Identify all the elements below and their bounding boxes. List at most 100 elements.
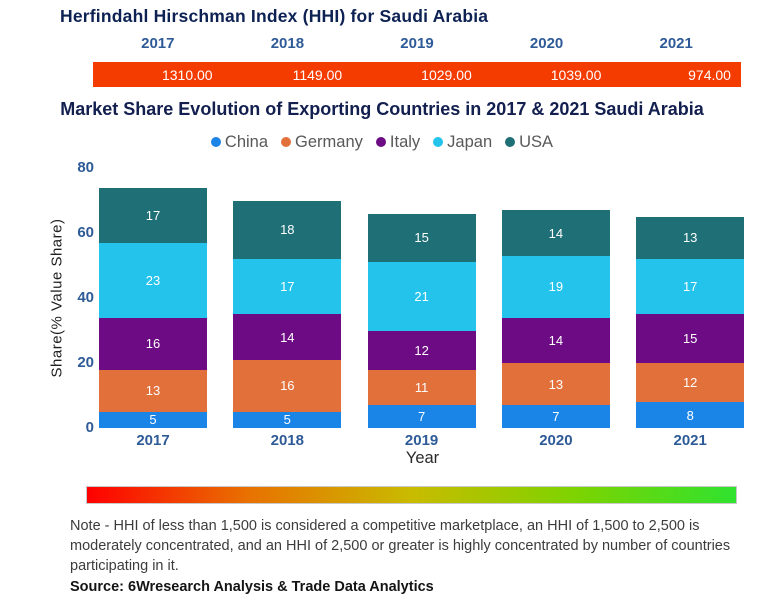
bar-segment-china: 7	[501, 405, 610, 428]
x-tick-label: 2020	[539, 432, 573, 449]
bar-segment-germany: 13	[99, 369, 207, 412]
bar-segment-value: 17	[280, 279, 295, 295]
bar-segment-value: 12	[414, 342, 429, 358]
bar-segment-value: 16	[280, 378, 295, 394]
bar-segment-china: 5	[233, 411, 342, 428]
bar-segment-value: 15	[682, 331, 698, 347]
bar-segment-value: 14	[548, 225, 564, 241]
bar-segment-value: 5	[283, 412, 291, 428]
legend-item-germany: Germany	[281, 133, 363, 152]
stacked-bar-2020: 14 19 14 13 7	[501, 210, 610, 428]
hhi-year-cell: 2019	[400, 35, 434, 52]
bar-segment-value: 7	[552, 409, 560, 425]
y-tick-label: 60	[77, 224, 94, 241]
bar-segment-germany: 12	[636, 363, 745, 402]
bar-segment-japan: 21	[367, 262, 476, 331]
legend-label: USA	[519, 132, 554, 151]
bar-segment-italy: 16	[99, 317, 207, 370]
hhi-year-header-row: 2017 2018 2019 2020 2021	[93, 35, 741, 55]
bar-segment-value: 11	[414, 379, 429, 395]
bar-segment-italy: 12	[367, 330, 476, 370]
legend-swatch-icon	[281, 137, 292, 147]
bar-segment-value: 14	[280, 329, 295, 345]
stacked-bar-2021: 13 17 15 12 8	[636, 216, 745, 428]
bar-segment-italy: 14	[233, 314, 342, 360]
hhi-value-cell: 1039.00	[550, 66, 602, 83]
y-tick-label: 80	[77, 159, 94, 176]
chart-legend: China Germany Italy Japan USA	[0, 131, 764, 153]
bar-segment-value: 13	[548, 376, 564, 392]
bar-segment-china: 5	[99, 411, 207, 428]
legend-swatch-icon	[505, 137, 516, 147]
bar-segment-value: 5	[149, 412, 157, 428]
legend-label: Japan	[447, 132, 493, 151]
bar-segment-value: 18	[280, 222, 295, 238]
bar-segment-value: 7	[417, 409, 426, 425]
legend-swatch-icon	[210, 137, 221, 147]
y-tick-label: 0	[85, 419, 94, 436]
x-axis-title: Year	[405, 449, 440, 467]
legend-item-italy: Italy	[375, 132, 421, 152]
legend-item-japan: Japan	[433, 133, 492, 152]
bar-segment-usa: 15	[367, 213, 476, 263]
bar-segment-usa: 13	[636, 216, 745, 259]
stacked-bar-2017: 17 23 16 13 5	[99, 187, 207, 428]
bar-segment-usa: 17	[99, 187, 207, 243]
stacked-bar-2018: 18 17 14 16 5	[233, 200, 342, 428]
legend-label: China	[224, 132, 269, 151]
bar-segment-value: 15	[414, 230, 429, 246]
x-tick-label: 2019	[404, 432, 439, 449]
x-tick-label: 2018	[270, 432, 304, 449]
hhi-value-cell: 974.00	[688, 66, 731, 83]
legend-label: Italy	[389, 132, 421, 151]
stacked-bar-2019: 15 21 12 11 7	[367, 213, 476, 428]
legend-swatch-icon	[375, 137, 386, 147]
bar-segment-value: 12	[682, 375, 698, 390]
hhi-value-cell: 1310.00	[161, 66, 213, 83]
note-text: Note - HHI of less than 1,500 is conside…	[70, 518, 731, 574]
note-block: Note - HHI of less than 1,500 is conside…	[70, 516, 746, 597]
x-tick-label: 2021	[673, 432, 707, 449]
y-tick-label: 20	[77, 354, 94, 371]
bar-segment-china: 8	[636, 402, 745, 428]
bar-segment-usa: 18	[233, 200, 342, 259]
bar-segment-italy: 15	[636, 314, 745, 363]
bar-segment-value: 17	[145, 207, 161, 223]
bar-segment-value: 19	[548, 279, 564, 295]
hhi-year-cell: 2018	[270, 35, 305, 52]
bar-segment-value: 17	[682, 279, 698, 295]
legend-swatch-icon	[433, 137, 444, 147]
hhi-value-cell: 1029.00	[421, 66, 472, 83]
bar-segment-japan: 17	[636, 259, 745, 315]
bar-segment-value: 21	[414, 288, 429, 304]
hhi-title: Herfindahl Hirschman Index (HHI) for Sau…	[60, 6, 489, 26]
hhi-year-cell: 2020	[529, 35, 564, 52]
legend-item-usa: USA	[505, 133, 553, 152]
bar-segment-china: 7	[367, 405, 476, 428]
bar-segment-value: 16	[145, 336, 161, 351]
bar-segment-value: 14	[548, 332, 564, 348]
bar-segment-japan: 17	[233, 259, 342, 315]
bar-segment-value: 13	[682, 230, 698, 246]
bar-segment-usa: 14	[501, 210, 610, 256]
hhi-year-cell: 2017	[141, 35, 175, 52]
bar-segment-germany: 16	[233, 359, 342, 412]
source-text: Source: 6Wresearch Analysis & Trade Data…	[70, 579, 434, 595]
bar-segment-value: 23	[145, 272, 161, 288]
bar-segment-japan: 23	[99, 242, 207, 318]
legend-label: Germany	[295, 132, 363, 151]
hhi-value-row: 1310.00 1149.00 1029.00 1039.00 974.00	[93, 62, 741, 87]
y-tick-label: 40	[77, 289, 94, 306]
x-tick-label: 2017	[136, 432, 170, 449]
bar-segment-value: 13	[145, 383, 161, 399]
hhi-color-scale	[86, 486, 737, 504]
bar-segment-germany: 11	[367, 369, 476, 406]
bar-segment-value: 8	[686, 407, 694, 423]
bar-segment-italy: 14	[501, 317, 610, 363]
legend-item-china: China	[210, 132, 269, 152]
hhi-table: 2017 2018 2019 2020 2021 1310.00 1149.00 1029.…	[93, 35, 741, 87]
bar-segment-germany: 13	[501, 363, 610, 406]
hhi-year-cell: 2021	[659, 35, 693, 52]
bar-segment-japan: 19	[501, 255, 610, 318]
